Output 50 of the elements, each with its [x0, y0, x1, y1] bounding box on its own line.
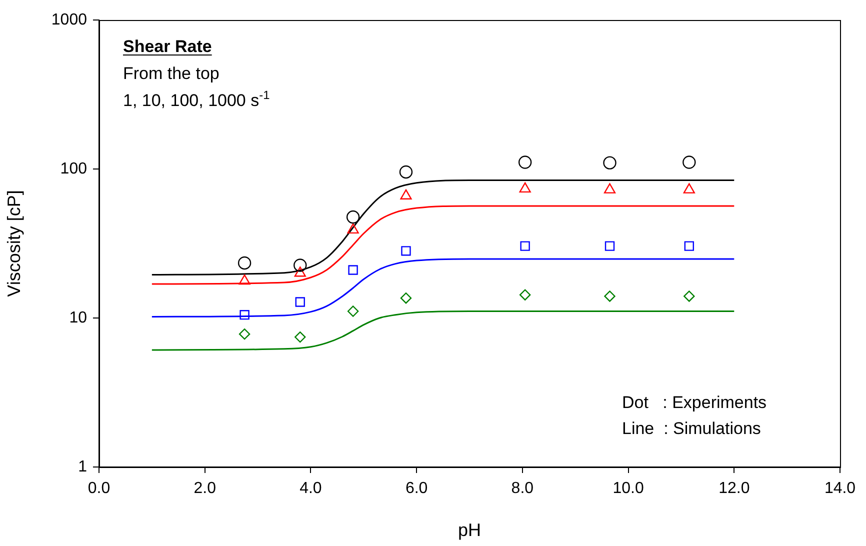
line-series: [151, 205, 735, 285]
annotation: Shear Rate: [123, 37, 212, 56]
annotation: Dot : Experiments: [622, 393, 767, 412]
point: [519, 289, 531, 300]
point: [294, 258, 307, 272]
line-series: [151, 310, 735, 351]
x-tick-label: 8.0: [511, 480, 534, 498]
x-tick-label: 0.0: [88, 480, 110, 498]
point: [518, 156, 532, 169]
x-axis-title: pH: [458, 520, 482, 540]
x-tick-label: 4.0: [300, 480, 322, 498]
point: [684, 290, 695, 302]
y-tick-label: 1000: [51, 11, 88, 28]
point: [604, 290, 616, 302]
annotation: Line : Simulations: [622, 419, 761, 438]
y-tick-label: 100: [60, 160, 88, 178]
y-axis-title: Viscosity [cP]: [4, 190, 24, 297]
point: [347, 223, 359, 234]
point: [400, 292, 412, 304]
point: [238, 274, 250, 285]
x-tick-label: 12.0: [718, 480, 750, 498]
point: [295, 297, 305, 307]
point: [240, 310, 250, 320]
point: [519, 182, 531, 193]
x-tick-label: 10.0: [612, 480, 644, 498]
point: [683, 183, 695, 194]
annotation: From the top: [123, 64, 220, 83]
line-series: [151, 258, 735, 318]
y-tick-label: 1: [78, 458, 88, 476]
x-tick-label: 14.0: [824, 480, 856, 498]
point: [520, 241, 530, 251]
point: [238, 328, 250, 340]
point: [604, 183, 616, 194]
point: [401, 246, 411, 256]
point: [346, 210, 360, 224]
y-tick-label: 10: [69, 309, 88, 326]
point: [294, 331, 306, 343]
point: [347, 306, 359, 317]
point: [399, 165, 413, 179]
point: [684, 241, 694, 251]
point: [238, 256, 252, 270]
x-tick-label: 2.0: [194, 480, 216, 498]
point: [400, 189, 412, 200]
x-tick-label: 6.0: [405, 480, 428, 498]
line-series: [151, 180, 735, 276]
point: [603, 156, 616, 170]
point: [348, 265, 358, 275]
point: [294, 266, 306, 277]
point: [604, 241, 615, 251]
point: [682, 156, 696, 169]
